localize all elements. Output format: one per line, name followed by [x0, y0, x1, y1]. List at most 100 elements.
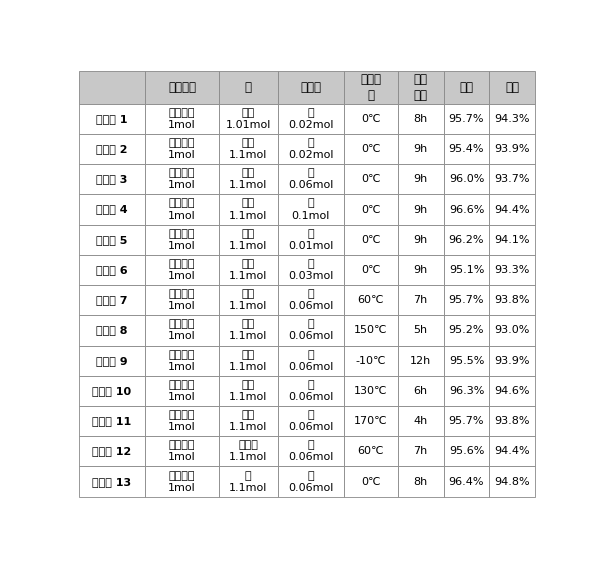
Text: 9h: 9h [413, 205, 428, 215]
Text: 0℃: 0℃ [361, 477, 380, 487]
Bar [489, 255, 536, 285]
Text: 钙
0.03mol: 钙 0.03mol [288, 259, 334, 281]
Bar [278, 436, 344, 466]
Bar [145, 466, 219, 497]
Text: 纯度: 纯度 [506, 81, 519, 94]
Bar [489, 194, 536, 225]
Text: 甲烷
1.1mol: 甲烷 1.1mol [229, 168, 268, 191]
Text: 96.6%: 96.6% [449, 205, 484, 215]
Text: 三氯化磷
1mol: 三氯化磷 1mol [168, 259, 196, 281]
Text: 96.3%: 96.3% [449, 386, 484, 396]
Bar [78, 225, 145, 255]
Bar [344, 376, 398, 406]
Text: 三氯化磷
1mol: 三氯化磷 1mol [168, 198, 196, 220]
Text: 93.9%: 93.9% [495, 356, 530, 366]
Bar [145, 164, 219, 194]
Text: 环己烷
1.1mol: 环己烷 1.1mol [229, 441, 268, 463]
Bar [145, 406, 219, 436]
Bar [278, 466, 344, 497]
Bar [489, 104, 536, 134]
Text: 实施例 10: 实施例 10 [92, 386, 131, 396]
Bar [344, 194, 398, 225]
Bar [219, 134, 278, 164]
Bar [278, 315, 344, 346]
Text: 95.6%: 95.6% [449, 446, 484, 456]
Bar [145, 285, 219, 315]
Text: 甲烷
1.1mol: 甲烷 1.1mol [229, 138, 268, 160]
Bar [78, 71, 145, 104]
Text: 96.0%: 96.0% [449, 174, 484, 184]
Text: 三氯化磷
1mol: 三氯化磷 1mol [168, 441, 196, 463]
Bar [489, 406, 536, 436]
Bar [443, 71, 489, 104]
Text: 三碘化磷
1mol: 三碘化磷 1mol [168, 470, 196, 493]
Bar [344, 285, 398, 315]
Bar [398, 225, 443, 255]
Text: 5h: 5h [413, 325, 428, 336]
Bar [489, 71, 536, 104]
Bar [78, 315, 145, 346]
Bar [219, 315, 278, 346]
Text: 收率: 收率 [459, 81, 473, 94]
Text: 甲烷
1.1mol: 甲烷 1.1mol [229, 259, 268, 281]
Text: 9h: 9h [413, 144, 428, 154]
Text: 三氯化磷
1mol: 三氯化磷 1mol [168, 319, 196, 342]
Text: 0℃: 0℃ [361, 174, 380, 184]
Text: 95.1%: 95.1% [449, 265, 484, 275]
Text: 0℃: 0℃ [361, 235, 380, 244]
Bar [398, 164, 443, 194]
Text: 钠
0.06mol: 钠 0.06mol [288, 350, 334, 371]
Text: 甲烷
1.01mol: 甲烷 1.01mol [226, 108, 271, 130]
Text: 实施例 1: 实施例 1 [96, 114, 128, 124]
Bar [344, 225, 398, 255]
Text: 甲烷
1.1mol: 甲烷 1.1mol [229, 229, 268, 251]
Bar [398, 406, 443, 436]
Bar [344, 164, 398, 194]
Bar [398, 346, 443, 376]
Text: 94.4%: 94.4% [495, 205, 530, 215]
Bar [145, 346, 219, 376]
Bar [344, 104, 398, 134]
Bar [398, 285, 443, 315]
Bar [278, 164, 344, 194]
Bar [398, 104, 443, 134]
Bar [145, 104, 219, 134]
Bar [219, 104, 278, 134]
Text: 甲烷
1.1mol: 甲烷 1.1mol [229, 198, 268, 220]
Bar [344, 436, 398, 466]
Bar [278, 285, 344, 315]
Bar [278, 225, 344, 255]
Bar [398, 255, 443, 285]
Bar [78, 346, 145, 376]
Text: 三氯化磷
1mol: 三氯化磷 1mol [168, 229, 196, 251]
Bar [278, 71, 344, 104]
Text: 93.0%: 93.0% [495, 325, 530, 336]
Bar [145, 436, 219, 466]
Bar [78, 134, 145, 164]
Text: 130℃: 130℃ [354, 386, 388, 396]
Text: 60℃: 60℃ [358, 295, 384, 305]
Bar [78, 376, 145, 406]
Text: 9h: 9h [413, 265, 428, 275]
Text: 95.7%: 95.7% [449, 114, 484, 124]
Text: 实施例 8: 实施例 8 [96, 325, 128, 336]
Text: 三氯化磷
1mol: 三氯化磷 1mol [168, 289, 196, 311]
Bar [219, 255, 278, 285]
Bar [443, 225, 489, 255]
Text: 三卤化磷: 三卤化磷 [168, 81, 196, 94]
Bar [398, 436, 443, 466]
Text: 8h: 8h [413, 477, 428, 487]
Bar [78, 194, 145, 225]
Text: 三氯化磷
1mol: 三氯化磷 1mol [168, 350, 196, 371]
Bar [443, 104, 489, 134]
Text: 甲烷
1.1mol: 甲烷 1.1mol [229, 319, 268, 342]
Bar [278, 376, 344, 406]
Text: 60℃: 60℃ [358, 446, 384, 456]
Text: 4h: 4h [413, 416, 428, 426]
Text: 7h: 7h [413, 295, 428, 305]
Text: 反应
时间: 反应 时间 [413, 73, 428, 102]
Bar [219, 376, 278, 406]
Bar [219, 164, 278, 194]
Text: 9h: 9h [413, 235, 428, 244]
Bar [344, 315, 398, 346]
